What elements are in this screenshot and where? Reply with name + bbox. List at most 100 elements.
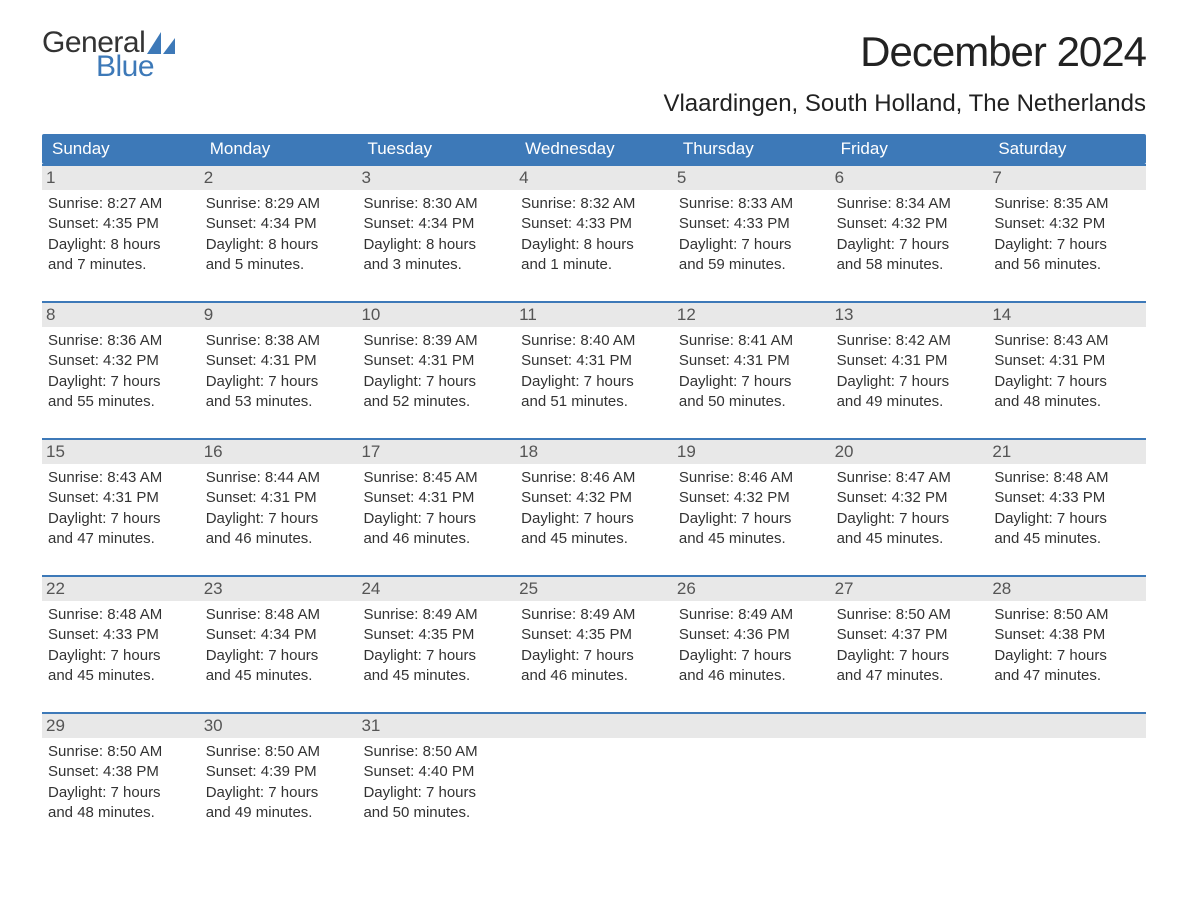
sunrise-line: Sunrise: 8:43 AM [48,468,194,488]
daylight-line-1: Daylight: 7 hours [679,646,825,666]
daylight-line-1: Daylight: 7 hours [837,509,983,529]
daylight-line-2: and 7 minutes. [48,255,194,275]
day-number: 13 [831,303,989,327]
daylight-line-2: and 46 minutes. [521,666,667,686]
day-cell: 24Sunrise: 8:49 AMSunset: 4:35 PMDayligh… [357,577,515,696]
daylight-line-1: Daylight: 7 hours [994,646,1140,666]
calendar: Sunday Monday Tuesday Wednesday Thursday… [42,134,1146,833]
day-number: 14 [988,303,1146,327]
day-cell: 18Sunrise: 8:46 AMSunset: 4:32 PMDayligh… [515,440,673,559]
day-number: 24 [357,577,515,601]
empty-day-bar [673,714,831,738]
sunset-line: Sunset: 4:35 PM [363,625,509,645]
day-number: 29 [42,714,200,738]
daylight-line-2: and 45 minutes. [679,529,825,549]
day-number: 31 [357,714,515,738]
day-number: 19 [673,440,831,464]
day-cell: 21Sunrise: 8:48 AMSunset: 4:33 PMDayligh… [988,440,1146,559]
week-row: 22Sunrise: 8:48 AMSunset: 4:33 PMDayligh… [42,575,1146,696]
sunset-line: Sunset: 4:32 PM [679,488,825,508]
day-cell: 8Sunrise: 8:36 AMSunset: 4:32 PMDaylight… [42,303,200,422]
day-cell: 9Sunrise: 8:38 AMSunset: 4:31 PMDaylight… [200,303,358,422]
day-number: 25 [515,577,673,601]
empty-day-bar [988,714,1146,738]
daylight-line-1: Daylight: 7 hours [48,783,194,803]
day-number: 23 [200,577,358,601]
sunrise-line: Sunrise: 8:50 AM [206,742,352,762]
day-number: 5 [673,166,831,190]
day-number: 28 [988,577,1146,601]
day-cell: 20Sunrise: 8:47 AMSunset: 4:32 PMDayligh… [831,440,989,559]
empty-day-cell [673,714,831,833]
sunset-line: Sunset: 4:31 PM [363,351,509,371]
day-cell: 2Sunrise: 8:29 AMSunset: 4:34 PMDaylight… [200,166,358,285]
sunrise-line: Sunrise: 8:32 AM [521,194,667,214]
sunset-line: Sunset: 4:32 PM [521,488,667,508]
daylight-line-1: Daylight: 7 hours [679,372,825,392]
daylight-line-2: and 45 minutes. [837,529,983,549]
daylight-line-2: and 53 minutes. [206,392,352,412]
day-cell: 14Sunrise: 8:43 AMSunset: 4:31 PMDayligh… [988,303,1146,422]
daylight-line-2: and 56 minutes. [994,255,1140,275]
day-cell: 6Sunrise: 8:34 AMSunset: 4:32 PMDaylight… [831,166,989,285]
sunrise-line: Sunrise: 8:39 AM [363,331,509,351]
day-of-week-header: Sunday Monday Tuesday Wednesday Thursday… [42,134,1146,164]
sunrise-line: Sunrise: 8:33 AM [679,194,825,214]
empty-day-cell [515,714,673,833]
daylight-line-2: and 46 minutes. [679,666,825,686]
dow-cell: Sunday [42,139,200,159]
day-cell: 26Sunrise: 8:49 AMSunset: 4:36 PMDayligh… [673,577,831,696]
day-number: 7 [988,166,1146,190]
day-number: 26 [673,577,831,601]
day-number: 4 [515,166,673,190]
day-cell: 13Sunrise: 8:42 AMSunset: 4:31 PMDayligh… [831,303,989,422]
sunset-line: Sunset: 4:31 PM [363,488,509,508]
empty-day-bar [831,714,989,738]
sunset-line: Sunset: 4:40 PM [363,762,509,782]
daylight-line-2: and 58 minutes. [837,255,983,275]
day-cell: 19 Sunrise: 8:46 AMSunset: 4:32 PMDayligh… [673,440,831,559]
day-number: 9 [200,303,358,327]
day-cell: 16Sunrise: 8:44 AMSunset: 4:31 PMDayligh… [200,440,358,559]
day-cell: 1Sunrise: 8:27 AMSunset: 4:35 PMDaylight… [42,166,200,285]
day-cell: 17Sunrise: 8:45 AMSunset: 4:31 PMDayligh… [357,440,515,559]
day-number: 1 [42,166,200,190]
daylight-line-2: and 59 minutes. [679,255,825,275]
week-row: 29Sunrise: 8:50 AMSunset: 4:38 PMDayligh… [42,712,1146,833]
daylight-line-1: Daylight: 7 hours [363,646,509,666]
daylight-line-1: Daylight: 7 hours [679,509,825,529]
daylight-line-1: Daylight: 7 hours [48,509,194,529]
dow-cell: Wednesday [515,139,673,159]
daylight-line-2: and 45 minutes. [48,666,194,686]
sunrise-line: Sunrise: 8:50 AM [363,742,509,762]
daylight-line-1: Daylight: 7 hours [206,372,352,392]
daylight-line-1: Daylight: 7 hours [521,646,667,666]
day-cell: 5Sunrise: 8:33 AMSunset: 4:33 PMDaylight… [673,166,831,285]
sunset-line: Sunset: 4:31 PM [521,351,667,371]
daylight-line-1: Daylight: 8 hours [363,235,509,255]
daylight-line-1: Daylight: 7 hours [837,646,983,666]
day-cell: 30Sunrise: 8:50 AMSunset: 4:39 PMDayligh… [200,714,358,833]
day-number: 21 [988,440,1146,464]
empty-day-cell [831,714,989,833]
sunrise-line: Sunrise: 8:49 AM [679,605,825,625]
sunrise-line: Sunrise: 8:41 AM [679,331,825,351]
sunrise-line: Sunrise: 8:48 AM [48,605,194,625]
title-block: December 2024 Vlaardingen, South Holland… [663,28,1146,118]
sunrise-line: Sunrise: 8:46 AM [679,468,825,488]
sunrise-line: Sunrise: 8:50 AM [994,605,1140,625]
sunrise-line: Sunrise: 8:43 AM [994,331,1140,351]
sunrise-line: Sunrise: 8:42 AM [837,331,983,351]
day-cell: 3Sunrise: 8:30 AMSunset: 4:34 PMDaylight… [357,166,515,285]
sunset-line: Sunset: 4:35 PM [48,214,194,234]
day-cell: 23Sunrise: 8:48 AMSunset: 4:34 PMDayligh… [200,577,358,696]
daylight-line-2: and 49 minutes. [837,392,983,412]
daylight-line-2: and 45 minutes. [994,529,1140,549]
sunset-line: Sunset: 4:35 PM [521,625,667,645]
dow-cell: Saturday [988,139,1146,159]
sunset-line: Sunset: 4:34 PM [206,625,352,645]
day-cell: 4Sunrise: 8:32 AMSunset: 4:33 PMDaylight… [515,166,673,285]
sunset-line: Sunset: 4:31 PM [48,488,194,508]
logo-word2: Blue [96,52,154,82]
sunset-line: Sunset: 4:31 PM [837,351,983,371]
